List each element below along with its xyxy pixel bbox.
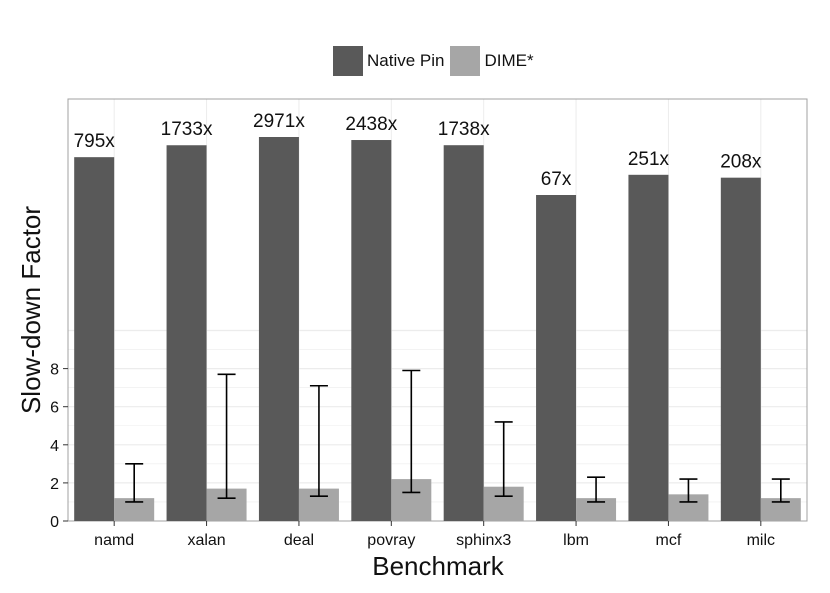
bar-dime-milc bbox=[760, 498, 801, 521]
bar-native-pin-lbm bbox=[536, 195, 577, 521]
bar-native-pin-sphinx3 bbox=[443, 145, 484, 521]
x-tick-label: namd bbox=[94, 532, 134, 549]
bar-native-pin-povray bbox=[351, 140, 392, 521]
bar-native-pin-milc bbox=[720, 177, 761, 521]
x-tick-label: deal bbox=[284, 532, 314, 549]
legend-swatch-dime bbox=[450, 46, 481, 76]
bar-native-pin-xalan bbox=[166, 145, 207, 521]
bars-layer: 795x 1733x 2971x 2438x 1738x 67x 251x 208x bbox=[74, 111, 801, 522]
bar-dime-namd bbox=[114, 498, 155, 521]
y-axis-title: Slow-down Factor bbox=[16, 206, 46, 414]
x-tick-label: milc bbox=[747, 532, 775, 549]
y-tick-label: 0 bbox=[50, 514, 59, 531]
axis-layer: 0 2 4 6 8 namd xalan deal povray sphinx3 lbm mcf mil… bbox=[50, 362, 775, 549]
x-tick-label: mcf bbox=[656, 532, 682, 549]
x-tick-label: xalan bbox=[187, 532, 225, 549]
legend-label-native-pin: Native Pin bbox=[367, 51, 445, 70]
x-axis-title: Benchmark bbox=[372, 551, 504, 581]
bar-label-native-pin-namd: 795x bbox=[74, 131, 116, 152]
legend-item-dime: DIME* bbox=[450, 46, 534, 76]
y-tick-label: 6 bbox=[50, 400, 59, 417]
bar-label-native-pin-milc: 208x bbox=[720, 152, 762, 173]
x-tick-label: povray bbox=[367, 532, 415, 549]
bar-label-native-pin-mcf: 251x bbox=[628, 149, 670, 170]
x-tick-label: sphinx3 bbox=[456, 532, 511, 549]
y-tick-label: 2 bbox=[50, 476, 59, 493]
bar-native-pin-mcf bbox=[628, 174, 669, 522]
bar-native-pin-namd bbox=[74, 157, 115, 522]
y-tick-label: 8 bbox=[50, 362, 59, 379]
bar-dime-lbm bbox=[576, 498, 617, 521]
plot-panel bbox=[67, 98, 808, 522]
bar-label-native-pin-deal: 2971x bbox=[253, 111, 305, 132]
legend-swatch-native-pin bbox=[333, 46, 363, 76]
x-tick-label: lbm bbox=[563, 532, 589, 549]
bar-label-native-pin-sphinx3: 1738x bbox=[438, 119, 490, 140]
bar-label-native-pin-xalan: 1733x bbox=[161, 119, 213, 140]
y-tick-label: 4 bbox=[50, 438, 59, 455]
bar-label-native-pin-lbm: 67x bbox=[541, 169, 572, 190]
legend-label-dime: DIME* bbox=[484, 51, 534, 70]
bar-label-native-pin-povray: 2438x bbox=[345, 114, 397, 135]
bar-native-pin-deal bbox=[258, 137, 299, 521]
legend: Native Pin DIME* bbox=[333, 45, 540, 77]
legend-item-native-pin: Native Pin bbox=[333, 46, 444, 76]
